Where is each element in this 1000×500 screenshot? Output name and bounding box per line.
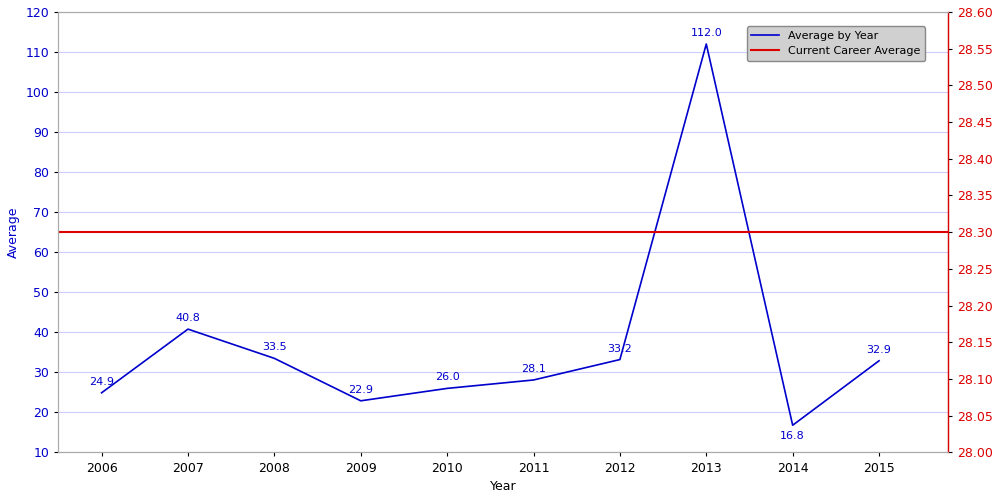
Average by Year — [528, 377, 540, 383]
Average by Year — [873, 358, 885, 364]
Average by Year — [268, 356, 280, 362]
Text: 26.0: 26.0 — [435, 372, 460, 382]
Average by Year — [182, 326, 194, 332]
Average by Year — [787, 422, 799, 428]
X-axis label: Year: Year — [490, 480, 517, 493]
Text: 32.9: 32.9 — [867, 345, 891, 355]
Legend: Average by Year, Current Career Average: Average by Year, Current Career Average — [747, 26, 925, 61]
Average by Year — [700, 41, 712, 47]
Average by Year — [96, 390, 108, 396]
Average by Year — [614, 356, 626, 362]
Text: 28.1: 28.1 — [521, 364, 546, 374]
Text: 33.2: 33.2 — [608, 344, 632, 353]
Text: 33.5: 33.5 — [262, 342, 287, 352]
Average by Year — [441, 386, 453, 392]
Text: 16.8: 16.8 — [780, 431, 805, 441]
Line: Average by Year: Average by Year — [102, 44, 879, 425]
Average by Year — [355, 398, 367, 404]
Text: 22.9: 22.9 — [348, 385, 373, 395]
Text: 40.8: 40.8 — [176, 313, 200, 323]
Text: 24.9: 24.9 — [89, 377, 114, 387]
Text: 112.0: 112.0 — [690, 28, 722, 38]
Y-axis label: Average: Average — [7, 206, 20, 258]
